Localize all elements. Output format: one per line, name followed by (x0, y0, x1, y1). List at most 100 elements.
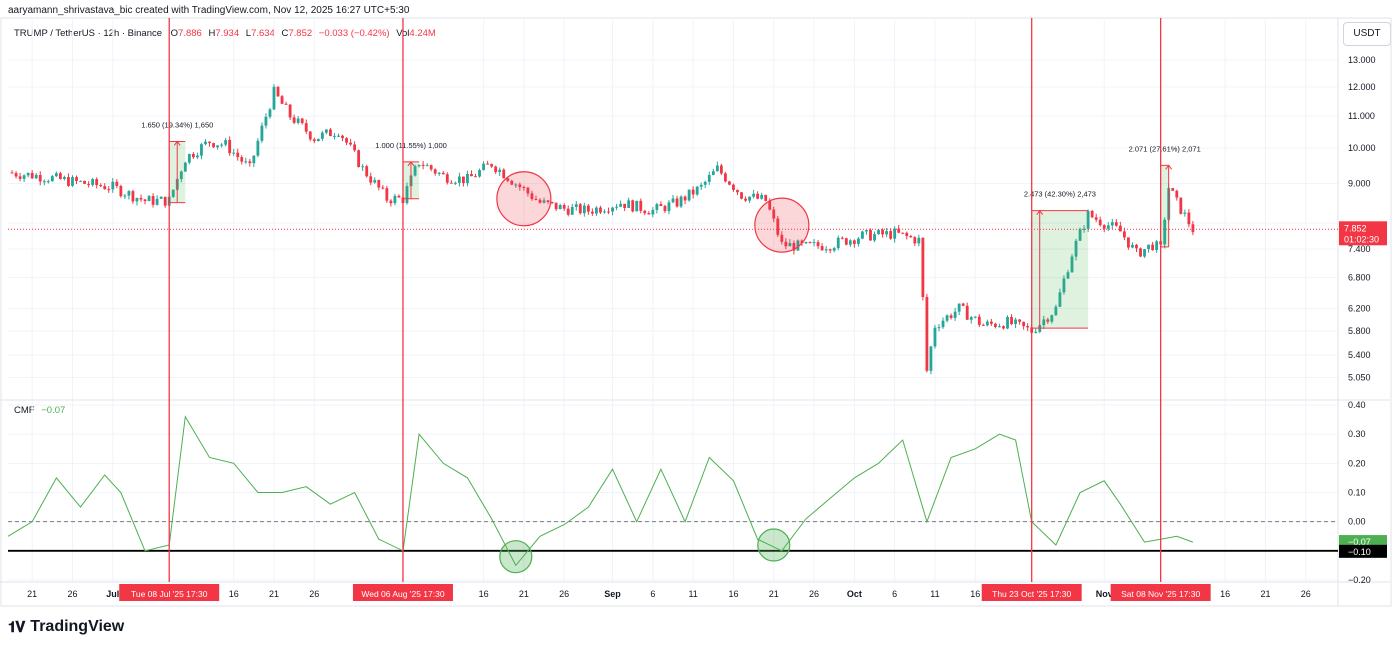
time-axis-tick: 26 (67, 589, 77, 599)
candle-body (788, 243, 792, 247)
candle-body (478, 170, 481, 177)
candle-body (619, 203, 623, 207)
tradingview-logo[interactable]: 𝟏𝐕 TradingView (8, 618, 124, 636)
candle-body (752, 193, 756, 197)
cmf-name[interactable]: CMF (14, 405, 35, 416)
candle-body (58, 173, 62, 179)
candle-body (196, 155, 199, 158)
candle-body (393, 195, 397, 204)
candle-body (200, 144, 203, 156)
price-axis-tick: 13.000 (1348, 55, 1376, 65)
measure-label: 1.650 (19.34%) 1,650 (141, 120, 213, 129)
last-price-value: 7.852 (1344, 223, 1367, 233)
time-marker-label: Thu 23 Oct '25 17:30 (992, 589, 1071, 599)
candle-body (595, 207, 598, 214)
candle-body (143, 199, 147, 202)
symbol-title[interactable]: TRUMP / TetherUS · 12h · Binance (14, 28, 163, 39)
candle-body (381, 187, 385, 189)
candle-body (413, 166, 417, 176)
candle-body (1179, 197, 1183, 214)
candle-body (812, 242, 816, 244)
price-axis-tick: 6.800 (1348, 273, 1371, 283)
candle-body (852, 240, 856, 244)
candle-body (1010, 317, 1013, 325)
candle-body (667, 202, 671, 212)
candle-body (760, 194, 764, 199)
time-axis-tick: 26 (559, 589, 569, 599)
time-marker-tag (352, 584, 453, 601)
candle-body (1127, 237, 1130, 248)
candle-body (329, 129, 332, 137)
time-axis-tick: 16 (970, 589, 980, 599)
candle-body (784, 241, 788, 247)
measure-label: 2.473 (42.30%) 2,473 (1024, 190, 1096, 199)
candle-body (490, 164, 494, 167)
candle-body (824, 249, 828, 251)
time-axis-tick: 11 (930, 589, 939, 599)
candle-body (796, 240, 800, 251)
cmf-axis-tick: −0.20 (1348, 575, 1371, 585)
candle-body (103, 186, 107, 190)
candle-body (300, 118, 304, 124)
candle-body (780, 234, 784, 242)
candle-body (1062, 278, 1066, 293)
candle-body (776, 218, 780, 235)
candle-body (131, 191, 135, 202)
candle-body (820, 246, 824, 251)
candle-body (1171, 188, 1175, 191)
close-value: 7.852 (288, 28, 313, 39)
candle-body (345, 138, 348, 143)
high-label: H (208, 28, 216, 39)
candle-body (1058, 292, 1062, 307)
candle-body (1042, 319, 1046, 326)
candle-body (284, 103, 288, 105)
chart-border (0, 17, 1392, 607)
candle-body (1074, 240, 1078, 257)
candle-body (296, 118, 300, 123)
candle-body (562, 205, 566, 209)
candle-body (474, 176, 477, 178)
candle-body (365, 166, 369, 177)
candle-body (1187, 212, 1191, 225)
candle-body (897, 228, 901, 233)
candle-body (723, 173, 727, 182)
price-axis-tick: 9.000 (1348, 178, 1371, 188)
candle-body (179, 171, 183, 179)
candle-body (123, 195, 127, 197)
candle-body (1118, 225, 1122, 232)
candle-body (115, 181, 119, 186)
candle-body (885, 231, 889, 235)
candle-body (1002, 326, 1005, 329)
candle-body (655, 204, 659, 210)
time-axis-tick: 21 (27, 589, 37, 599)
candle-body (1163, 219, 1167, 245)
candle-body (574, 204, 578, 207)
currency-button[interactable]: USDT (1343, 22, 1391, 46)
candle-body (1147, 244, 1150, 250)
cmf-axis-tick: 0.20 (1348, 458, 1366, 468)
candle-body (877, 229, 880, 235)
candle-body (691, 189, 695, 195)
time-axis-tick: 21 (519, 589, 529, 599)
time-axis-tick: 21 (269, 589, 279, 599)
candle-body (38, 174, 42, 182)
candle-body (1050, 315, 1054, 322)
candle-body (466, 174, 469, 184)
candle-body (844, 238, 848, 245)
candle-body (252, 155, 256, 164)
time-axis-tick: 16 (479, 589, 489, 599)
candle-body (687, 189, 691, 201)
candle-body (417, 164, 421, 167)
candle-body (635, 200, 639, 212)
candle-body (437, 172, 441, 174)
chart-credit: aaryamann_shrivastava_bic created with T… (8, 5, 410, 16)
candle-body (546, 200, 550, 202)
time-marker-label: Sat 08 Nov '25 17:30 (1121, 589, 1200, 599)
price-chart[interactable]: 1.650 (19.34%) 1,650 1.000 (11.55%) 1,000… (0, 0, 1400, 610)
candle-body (264, 116, 268, 126)
candle-body (977, 316, 981, 325)
candle-body (1094, 217, 1098, 220)
candle-body (917, 237, 921, 244)
time-axis-tick: 26 (1301, 589, 1311, 599)
time-axis-tick: Sep (604, 589, 621, 599)
